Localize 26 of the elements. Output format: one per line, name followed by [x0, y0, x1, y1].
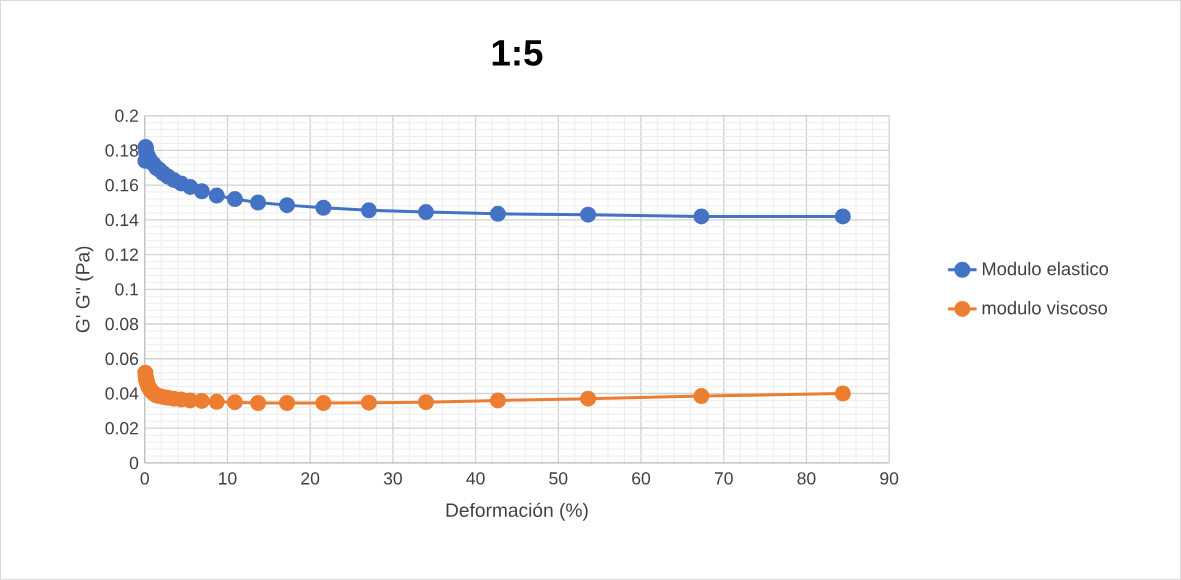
y-tick-label: 0.12 — [105, 248, 138, 261]
y-tick-label: 0.04 — [105, 387, 139, 400]
x-tick-label: 90 — [880, 472, 899, 485]
legend-label: Modulo elastico — [982, 262, 1109, 276]
x-tick-label: 60 — [632, 472, 651, 485]
x-tick-label: 40 — [466, 472, 485, 485]
x-tick-label: 10 — [219, 472, 237, 485]
x-tick-label: 30 — [383, 472, 402, 485]
y-tick-label: 0.06 — [105, 352, 139, 366]
x-tick-label: 20 — [301, 472, 320, 485]
y-tick-label: 0.18 — [105, 144, 139, 157]
y-tick-label: 0 — [129, 456, 139, 470]
x-tick-label: 70 — [714, 472, 733, 485]
legend-label: modulo viscoso — [982, 301, 1108, 315]
y-tick-label: 0.08 — [105, 318, 139, 331]
chart-title: 1:5 — [492, 40, 543, 66]
x-tick-label: 0 — [140, 472, 149, 485]
x-tick-label: 80 — [797, 472, 816, 485]
y-tick-label: 0.2 — [115, 109, 138, 123]
y-axis-title: G' G'' (Pa) — [75, 246, 94, 333]
x-axis-title: Deformación (%) — [446, 502, 588, 521]
y-tick-label: 0.16 — [105, 179, 139, 192]
y-tick-label: 0.1 — [115, 283, 138, 296]
x-tick-label: 50 — [549, 472, 568, 485]
y-tick-label: 0.14 — [105, 213, 139, 227]
y-tick-label: 0.02 — [105, 422, 138, 435]
